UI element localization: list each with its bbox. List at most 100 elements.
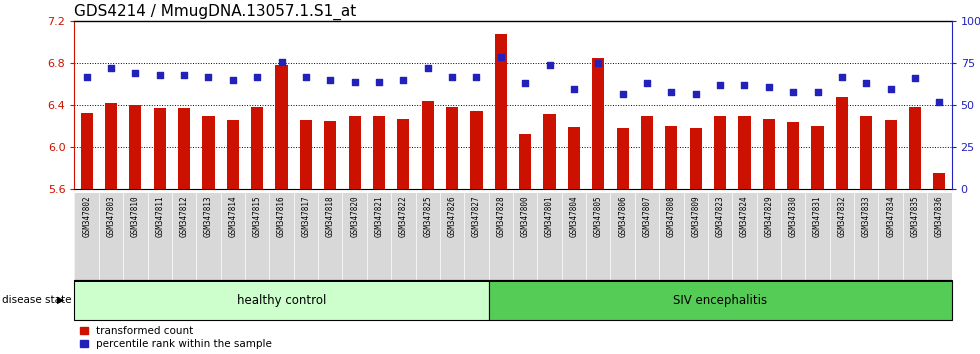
Bar (616, 129, 629, 189)
Bar (860, 116, 872, 189)
Text: GSM347821: GSM347821 (374, 195, 383, 237)
Point (591, 61, 607, 66)
Text: SIV encephalitis: SIV encephalitis (673, 293, 767, 307)
Bar (641, 116, 653, 189)
Bar (129, 105, 141, 189)
Text: GSM347810: GSM347810 (131, 195, 140, 237)
Bar (738, 116, 751, 189)
Text: GSM347812: GSM347812 (179, 195, 188, 237)
Bar (154, 108, 166, 189)
Text: GSM347802: GSM347802 (82, 195, 91, 237)
Point (614, 91, 630, 96)
Bar (885, 120, 897, 189)
Point (103, 65, 119, 71)
Text: GSM347825: GSM347825 (423, 195, 432, 237)
Point (493, 54, 509, 59)
Text: GSM347813: GSM347813 (204, 195, 213, 237)
Point (809, 89, 825, 95)
Bar (251, 107, 264, 189)
Text: GSM347833: GSM347833 (861, 195, 871, 237)
Legend: transformed count, percentile rank within the sample: transformed count, percentile rank withi… (79, 326, 272, 349)
Bar (836, 97, 848, 189)
Point (737, 82, 753, 88)
Text: GSM347807: GSM347807 (643, 195, 652, 237)
Point (932, 99, 948, 105)
Text: GSM347816: GSM347816 (277, 195, 286, 237)
Point (127, 70, 143, 76)
Text: GSM347801: GSM347801 (545, 195, 554, 237)
Point (907, 76, 923, 81)
Bar (397, 119, 410, 189)
Bar (567, 127, 580, 189)
Bar (489, 280, 952, 320)
Point (785, 89, 801, 95)
Point (298, 74, 314, 80)
Point (152, 72, 168, 78)
Point (712, 82, 728, 88)
Text: GSM347830: GSM347830 (789, 195, 798, 237)
Text: GSM347836: GSM347836 (935, 195, 944, 237)
Text: GSM347823: GSM347823 (715, 195, 724, 237)
Bar (226, 120, 239, 189)
Bar (203, 116, 215, 189)
Text: GSM347820: GSM347820 (350, 195, 359, 237)
Text: GSM347815: GSM347815 (253, 195, 262, 237)
Text: GSM347811: GSM347811 (155, 195, 165, 237)
Point (639, 81, 655, 86)
Point (566, 86, 582, 91)
Bar (105, 103, 118, 189)
Point (542, 62, 558, 68)
Text: GSM347804: GSM347804 (569, 195, 578, 237)
Text: GSM347808: GSM347808 (667, 195, 676, 237)
Text: GSM347829: GSM347829 (764, 195, 773, 237)
Text: GSM347803: GSM347803 (107, 195, 116, 237)
Bar (690, 129, 702, 189)
Point (176, 72, 192, 78)
Text: GSM347817: GSM347817 (302, 195, 311, 237)
Bar (714, 116, 726, 189)
Bar (908, 107, 921, 189)
Text: GSM347818: GSM347818 (325, 195, 335, 237)
Text: GSM347828: GSM347828 (496, 195, 506, 237)
Bar (421, 101, 434, 189)
Point (371, 79, 387, 85)
Point (249, 74, 265, 80)
Point (273, 59, 289, 64)
Bar (933, 173, 946, 189)
Text: GSM347800: GSM347800 (520, 195, 530, 237)
Text: ▶: ▶ (57, 295, 65, 305)
Point (444, 74, 460, 80)
Bar (495, 34, 507, 189)
Text: GSM347826: GSM347826 (448, 195, 457, 237)
Text: GSM347805: GSM347805 (594, 195, 603, 237)
Text: GSM347834: GSM347834 (886, 195, 895, 237)
Text: disease state: disease state (2, 295, 72, 305)
Bar (470, 110, 482, 189)
Point (688, 91, 704, 96)
Text: GSM347806: GSM347806 (618, 195, 627, 237)
Point (834, 74, 850, 80)
Text: GSM347831: GSM347831 (813, 195, 822, 237)
Bar (811, 126, 823, 189)
Text: GDS4214 / MmugDNA.13057.1.S1_at: GDS4214 / MmugDNA.13057.1.S1_at (74, 4, 357, 20)
Text: GSM347824: GSM347824 (740, 195, 749, 237)
Bar (178, 108, 190, 189)
Point (663, 89, 679, 95)
Point (78, 74, 94, 80)
Text: GSM347822: GSM347822 (399, 195, 408, 237)
Bar (275, 65, 288, 189)
Bar (519, 134, 531, 189)
Point (347, 79, 363, 85)
Bar (80, 113, 93, 189)
Bar (544, 114, 556, 189)
Bar (74, 280, 489, 320)
Bar (373, 116, 385, 189)
Bar (349, 116, 361, 189)
Bar (324, 121, 336, 189)
Point (468, 74, 484, 80)
Text: GSM347835: GSM347835 (910, 195, 919, 237)
Point (396, 77, 412, 83)
Point (761, 84, 777, 90)
Point (858, 81, 874, 86)
Text: GSM347827: GSM347827 (472, 195, 481, 237)
